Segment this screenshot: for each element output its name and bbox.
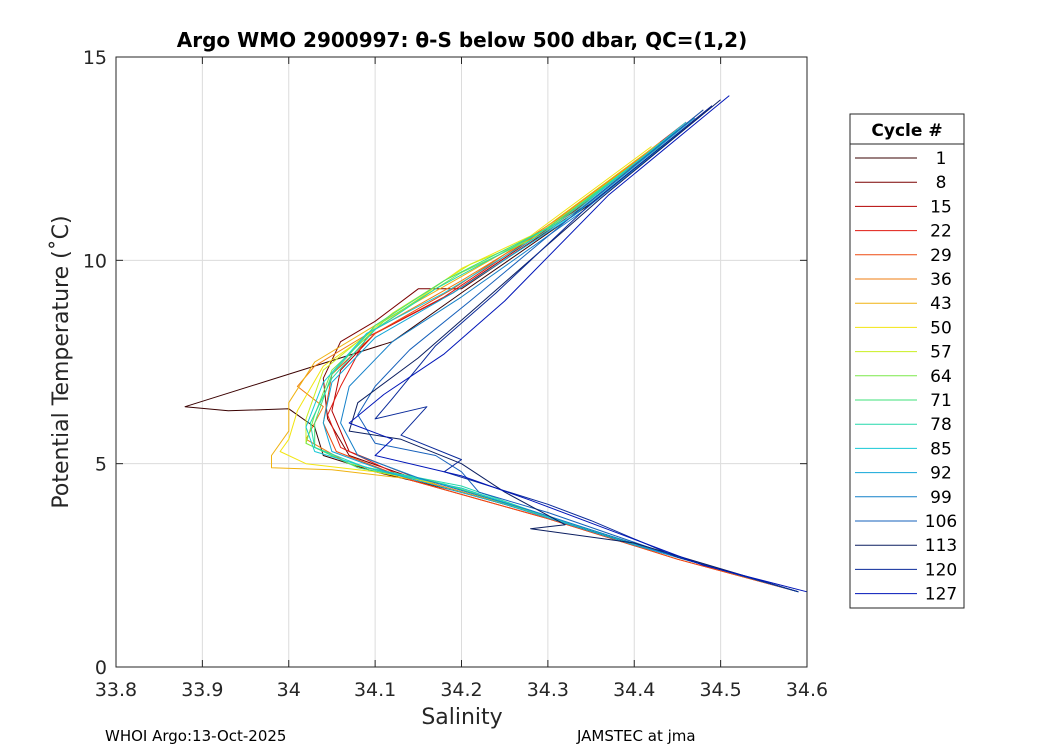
series-line-cycle-106 <box>357 109 799 593</box>
legend-box <box>849 113 965 609</box>
x-tick-label: 34.3 <box>527 679 569 701</box>
legend-label-50: 50 <box>930 318 952 338</box>
series-line-cycle-127 <box>348 95 808 593</box>
legend-title: Cycle # <box>871 121 942 141</box>
x-tick-label: 33.9 <box>181 679 223 701</box>
series-group <box>184 95 808 593</box>
x-tick-label: 34.2 <box>440 679 482 701</box>
grid <box>116 57 807 667</box>
ticks: 33.8 33.9 34 34.1 34.2 34.3 34.4 34.5 34.6 0 5 10 15 <box>83 47 828 701</box>
legend-label-85: 85 <box>930 439 952 459</box>
x-tick-label: 33.8 <box>95 679 137 701</box>
legend-label-106: 106 <box>925 512 957 532</box>
plot-area: 33.8 33.9 34 34.1 34.2 34.3 34.4 34.5 34.6 0 5 10 15 <box>83 47 828 701</box>
legend-label-36: 36 <box>930 270 952 290</box>
legend-label-57: 57 <box>930 343 952 363</box>
y-tick-label: 0 <box>95 657 107 679</box>
legend-label-43: 43 <box>930 294 952 314</box>
x-tick-label: 34 <box>277 679 301 701</box>
legend-label-78: 78 <box>930 415 952 435</box>
legend-label-1: 1 <box>936 149 947 169</box>
legend: Cycle # 18152229364350576471788592991061… <box>849 113 965 609</box>
footer-left: WHOI Argo:13-Oct-2025 <box>105 727 286 745</box>
legend-label-22: 22 <box>930 222 952 242</box>
legend-label-8: 8 <box>936 173 947 193</box>
legend-label-127: 127 <box>925 585 957 605</box>
y-tick-label: 5 <box>95 454 107 476</box>
legend-label-29: 29 <box>930 246 952 266</box>
legend-entries: 1 8 15 22 29 36 43 50 57 64 71 78 85 92 99 106 113 120 127 <box>855 149 957 605</box>
x-tick-label: 34.6 <box>786 679 828 701</box>
y-tick-label: 10 <box>83 250 107 272</box>
legend-label-99: 99 <box>930 488 952 508</box>
legend-label-92: 92 <box>930 464 952 484</box>
series-line-cycle-113 <box>348 99 799 593</box>
footer-right: JAMSTEC at jma <box>576 727 696 745</box>
x-axis-label: Salinity <box>421 705 502 730</box>
title-group: Argo WMO 2900997: θ-S below 500 dbar, QC… <box>177 28 747 52</box>
series-line-cycle-99 <box>340 113 799 593</box>
series-line-cycle-92 <box>322 117 799 593</box>
chart-title: Argo WMO 2900997: θ-S below 500 dbar, QC… <box>177 28 747 52</box>
series-line-cycle-120 <box>374 105 799 593</box>
x-tick-label: 34.1 <box>354 679 396 701</box>
x-tick-label: 34.4 <box>613 679 655 701</box>
y-axis-label: Potential Temperature (˚C) <box>49 215 74 508</box>
legend-label-71: 71 <box>930 391 952 411</box>
y-tick-label: 15 <box>83 47 107 69</box>
legend-label-64: 64 <box>930 367 952 387</box>
legend-label-120: 120 <box>925 560 957 580</box>
x-tick-label: 34.5 <box>699 679 741 701</box>
legend-label-15: 15 <box>930 197 952 217</box>
legend-label-113: 113 <box>925 536 957 556</box>
